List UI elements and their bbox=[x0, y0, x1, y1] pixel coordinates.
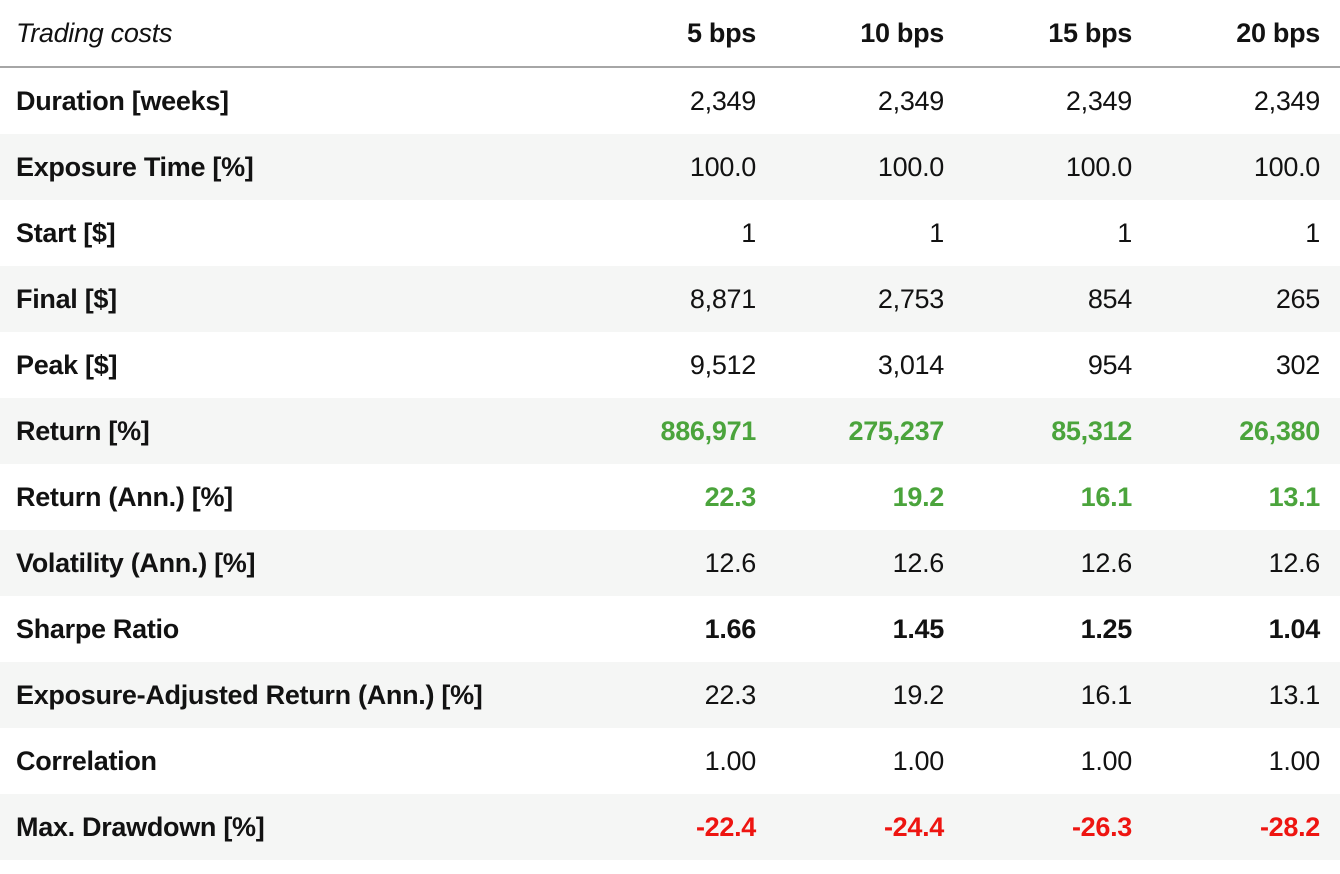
column-header-5bps: 5 bps bbox=[686, 17, 756, 48]
table-row: Duration [weeks] 2,349 2,349 2,349 2,349 bbox=[0, 68, 1340, 134]
table-row: Volatility (Ann.) [%] 12.6 12.6 12.6 12.6 bbox=[0, 530, 1340, 596]
table-row: Exposure Time [%] 100.0 100.0 100.0 100.0 bbox=[0, 134, 1340, 200]
cell-value: 1 bbox=[1117, 217, 1132, 248]
cell-value: 2,753 bbox=[877, 283, 944, 314]
cell-value: 1.00 bbox=[1080, 745, 1133, 776]
cell-value: 1.25 bbox=[1080, 613, 1133, 644]
row-label: Final [$] bbox=[16, 283, 117, 314]
table-row: Return [%] 886,971 275,237 85,312 26,380 bbox=[0, 398, 1340, 464]
cell-value: 1 bbox=[929, 217, 944, 248]
cell-value: 19.2 bbox=[892, 481, 945, 512]
cell-value: 100.0 bbox=[1065, 151, 1132, 182]
cell-value: -26.3 bbox=[1071, 811, 1132, 842]
cell-value: 1.00 bbox=[1268, 745, 1321, 776]
row-label: Sharpe Ratio bbox=[16, 613, 179, 644]
table-row: Peak [$] 9,512 3,014 954 302 bbox=[0, 332, 1340, 398]
cell-value: 954 bbox=[1087, 349, 1132, 380]
table-row: Correlation 1.00 1.00 1.00 1.00 bbox=[0, 728, 1340, 794]
cell-value: 302 bbox=[1275, 349, 1320, 380]
row-label: Exposure Time [%] bbox=[16, 151, 254, 182]
cell-value: -24.4 bbox=[883, 811, 944, 842]
row-label: Volatility (Ann.) [%] bbox=[16, 547, 256, 578]
cell-value: 2,349 bbox=[1065, 85, 1132, 116]
cell-value: 22.3 bbox=[704, 679, 757, 710]
cell-value: 8,871 bbox=[689, 283, 756, 314]
cell-value: 100.0 bbox=[1253, 151, 1320, 182]
row-label: Correlation bbox=[16, 745, 157, 776]
table-title: Trading costs bbox=[16, 17, 173, 48]
row-label: Duration [weeks] bbox=[16, 85, 229, 116]
row-label: Return (Ann.) [%] bbox=[16, 481, 233, 512]
table-row: Return (Ann.) [%] 22.3 19.2 16.1 13.1 bbox=[0, 464, 1340, 530]
cell-value: 100.0 bbox=[689, 151, 756, 182]
cell-value: 854 bbox=[1087, 283, 1132, 314]
table-row: Exposure-Adjusted Return (Ann.) [%] 22.3 1… bbox=[0, 662, 1340, 728]
cell-value: 12.6 bbox=[704, 547, 757, 578]
cell-value: 16.1 bbox=[1080, 679, 1133, 710]
cell-value: 2,349 bbox=[877, 85, 944, 116]
cell-value: 886,971 bbox=[660, 415, 757, 446]
cell-value: 1 bbox=[741, 217, 756, 248]
cell-value: -22.4 bbox=[695, 811, 756, 842]
cell-value: 1.04 bbox=[1268, 613, 1321, 644]
cell-value: 1.00 bbox=[892, 745, 945, 776]
cell-value: 1.66 bbox=[704, 613, 757, 644]
cell-value: 19.2 bbox=[892, 679, 945, 710]
cell-value: 12.6 bbox=[1268, 547, 1321, 578]
cell-value: 12.6 bbox=[1080, 547, 1133, 578]
cell-value: 85,312 bbox=[1051, 415, 1132, 446]
cell-value: 265 bbox=[1275, 283, 1320, 314]
cell-value: 16.1 bbox=[1080, 481, 1133, 512]
cell-value: 9,512 bbox=[689, 349, 756, 380]
cell-value: -28.2 bbox=[1259, 811, 1320, 842]
row-label: Return [%] bbox=[16, 415, 150, 446]
table-row: Max. Drawdown [%] -22.4 -24.4 -26.3 -28.2 bbox=[0, 794, 1340, 860]
table-body: Duration [weeks] 2,349 2,349 2,349 2,349 Expo… bbox=[0, 68, 1340, 860]
cell-value: 3,014 bbox=[877, 349, 944, 380]
column-header-15bps: 15 bps bbox=[1048, 17, 1132, 48]
cell-value: 100.0 bbox=[877, 151, 944, 182]
row-label: Start [$] bbox=[16, 217, 116, 248]
cell-value: 26,380 bbox=[1239, 415, 1320, 446]
cell-value: 13.1 bbox=[1268, 679, 1321, 710]
column-header-20bps: 20 bps bbox=[1236, 17, 1320, 48]
row-label: Peak [$] bbox=[16, 349, 118, 380]
column-header-10bps: 10 bps bbox=[860, 17, 944, 48]
cell-value: 1 bbox=[1305, 217, 1320, 248]
cell-value: 275,237 bbox=[848, 415, 945, 446]
cell-value: 1.00 bbox=[704, 745, 757, 776]
row-label: Exposure-Adjusted Return (Ann.) [%] bbox=[16, 679, 483, 710]
cell-value: 13.1 bbox=[1268, 481, 1321, 512]
table-row: Final [$] 8,871 2,753 854 265 bbox=[0, 266, 1340, 332]
table-row: Sharpe Ratio 1.66 1.45 1.25 1.04 bbox=[0, 596, 1340, 662]
table-row: Start [$] 1 1 1 1 bbox=[0, 200, 1340, 266]
cell-value: 22.3 bbox=[704, 481, 757, 512]
cell-value: 2,349 bbox=[689, 85, 756, 116]
row-label: Max. Drawdown [%] bbox=[16, 811, 265, 842]
cell-value: 2,349 bbox=[1253, 85, 1320, 116]
cell-value: 1.45 bbox=[892, 613, 945, 644]
cell-value: 12.6 bbox=[892, 547, 945, 578]
table-header-row: Trading costs 5 bps 10 bps 15 bps 20 bps bbox=[0, 0, 1340, 68]
